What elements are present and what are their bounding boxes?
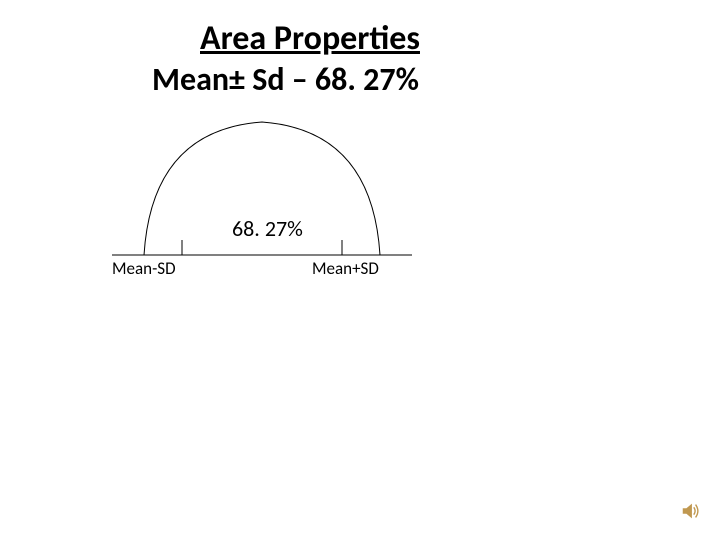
speaker-body — [683, 504, 692, 519]
left-axis-label: Mean-SD — [112, 258, 176, 279]
speaker-wave-2 — [696, 505, 698, 518]
page-subtitle: Mean± Sd – 68. 27% — [152, 60, 419, 99]
speaker-icon — [680, 500, 702, 522]
speaker-wave-1 — [694, 507, 695, 514]
center-percentage-label: 68. 27% — [232, 215, 303, 242]
page-title: Area Properties — [200, 18, 420, 59]
right-axis-label: Mean+SD — [312, 258, 379, 279]
bell-curve-diagram: 68. 27% Mean-SD Mean+SD — [112, 110, 442, 290]
